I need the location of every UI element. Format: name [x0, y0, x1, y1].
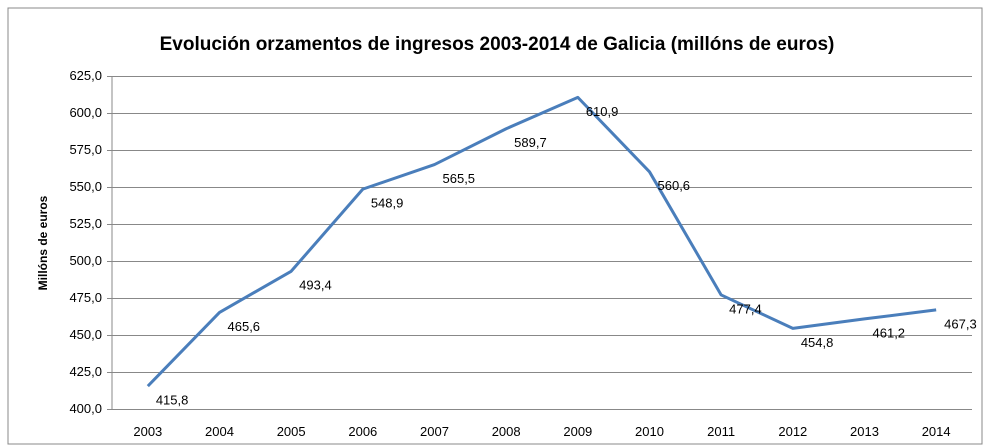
- y-tick-label: 525,0: [69, 216, 102, 231]
- x-tick-label: 2005: [277, 424, 306, 439]
- data-label: 589,7: [514, 135, 547, 150]
- chart-title: Evolución orzamentos de ingresos 2003-20…: [160, 34, 835, 55]
- y-tick-label: 575,0: [69, 142, 102, 157]
- x-tick-label: 2003: [133, 424, 162, 439]
- data-label: 565,5: [443, 171, 476, 186]
- x-tick-label: 2010: [635, 424, 664, 439]
- x-tick-label: 2012: [778, 424, 807, 439]
- data-label: 465,6: [228, 319, 261, 334]
- data-label: 454,8: [801, 335, 834, 350]
- x-tick-label: 2007: [420, 424, 449, 439]
- x-tick-label: 2011: [707, 424, 735, 439]
- data-label: 548,9: [371, 196, 404, 211]
- y-tick-label: 625,0: [69, 68, 102, 83]
- data-label: 477,4: [729, 301, 762, 316]
- x-tick-label: 2006: [348, 424, 377, 439]
- data-label: 467,3: [944, 316, 977, 331]
- data-label: 493,4: [299, 278, 332, 293]
- x-tick-label: 2009: [563, 424, 592, 439]
- data-label: 461,2: [873, 325, 906, 340]
- x-tick-label: 2008: [492, 424, 521, 439]
- y-tick-label: 550,0: [69, 179, 102, 194]
- y-tick-label: 600,0: [69, 105, 102, 120]
- data-label: 560,6: [658, 178, 691, 193]
- data-line: [146, 95, 937, 388]
- y-tick-label: 450,0: [69, 327, 102, 342]
- y-tick-label: 425,0: [69, 364, 102, 379]
- y-tick-label: 400,0: [69, 401, 102, 416]
- data-label: 610,9: [586, 104, 619, 119]
- y-tick-label: 500,0: [69, 253, 102, 268]
- x-tick-label: 2014: [922, 424, 951, 439]
- y-tick-label: 475,0: [69, 290, 102, 305]
- data-label: 415,8: [156, 393, 189, 408]
- x-tick-label: 2004: [205, 424, 234, 439]
- x-tick-label: 2013: [850, 424, 879, 439]
- chart-border: [7, 7, 983, 445]
- y-axis-label: Millóns de euros: [36, 195, 50, 290]
